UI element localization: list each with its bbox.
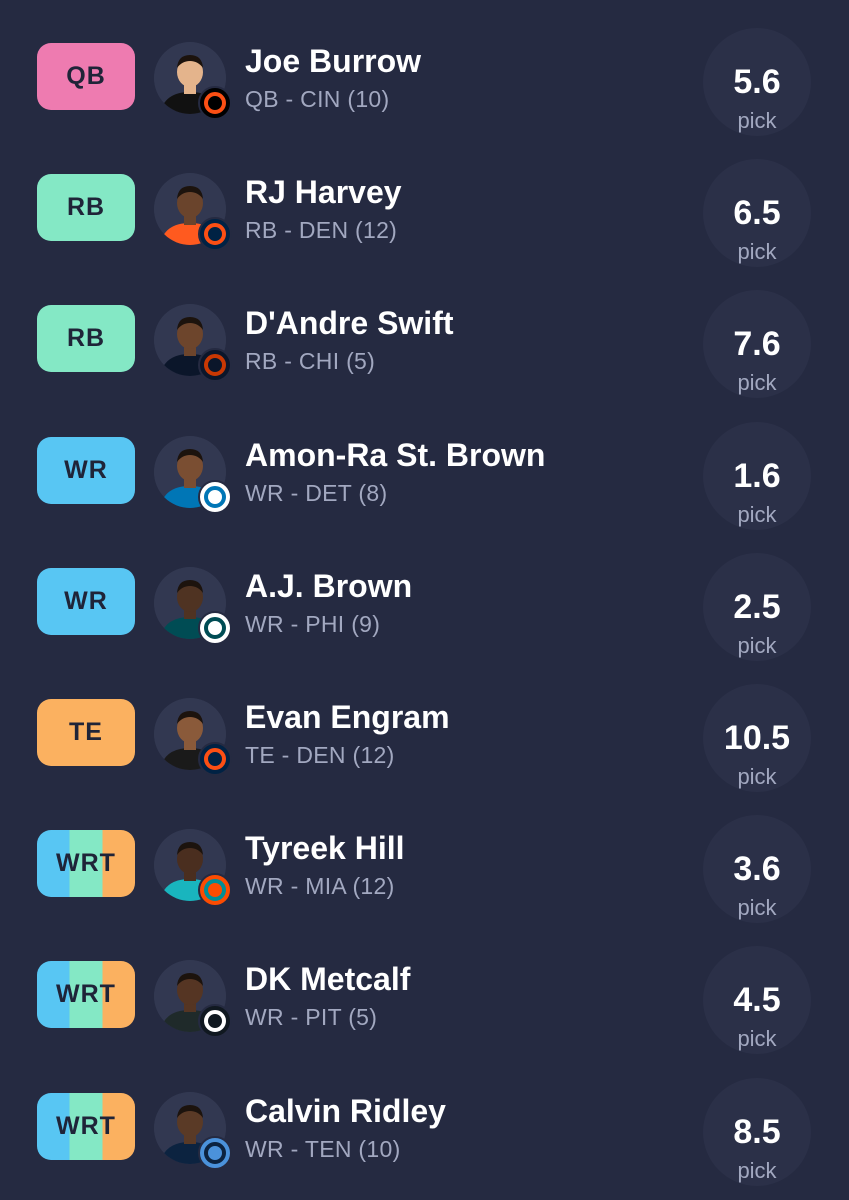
player-position-team: WR - PHI (9) [245, 611, 381, 637]
player-position-team: WR - DET (8) [245, 480, 388, 506]
position-badge: WR [37, 568, 135, 635]
position-badge: RB [37, 305, 135, 372]
position-badge: QB [37, 43, 135, 110]
pick-value: 8.5 [733, 1113, 781, 1151]
pick-value: 4.5 [733, 981, 781, 1019]
broncos-logo-icon [198, 742, 232, 776]
player-position-team: RB - DEN (12) [245, 217, 398, 243]
player-name: Amon-Ra St. Brown [245, 437, 546, 473]
bengals-logo-icon [198, 86, 232, 120]
steelers-logo-icon [198, 1004, 232, 1038]
player-row[interactable]: WRT Calvin Ridley WR - TEN (10) 8.5 pick [0, 1050, 849, 1186]
pick-label: pick [737, 1158, 777, 1183]
pick-value: 1.6 [733, 457, 781, 495]
titans-logo-icon [198, 1136, 232, 1170]
pick-label: pick [737, 633, 777, 658]
position-badge: WRT [37, 830, 135, 897]
position-badge: WRT [37, 961, 135, 1028]
position-badge: WR [37, 437, 135, 504]
player-row[interactable]: WRT Tyreek Hill WR - MIA (12) 3.6 pick [0, 787, 849, 923]
player-position-team: RB - CHI (5) [245, 348, 376, 374]
player-name: Calvin Ridley [245, 1093, 446, 1129]
pick-label: pick [737, 502, 777, 527]
player-row[interactable]: TE Evan Engram TE - DEN (12) 10.5 pick [0, 656, 849, 792]
eagles-logo-icon [198, 611, 232, 645]
player-row[interactable]: QB Joe Burrow QB - CIN (10) 5.6 pick [0, 0, 849, 136]
pick-label: pick [737, 895, 777, 920]
player-name: DK Metcalf [245, 961, 411, 997]
pick-value: 3.6 [733, 850, 781, 888]
pick-label: pick [737, 108, 777, 133]
pick-value: 7.6 [733, 325, 781, 363]
bears-logo-icon [198, 348, 232, 382]
player-name: Tyreek Hill [245, 830, 405, 866]
position-badge-label: RB [66, 193, 106, 221]
player-row[interactable]: WR Amon-Ra St. Brown WR - DET (8) 1.6 pi… [0, 394, 849, 530]
player-position-team: WR - PIT (5) [245, 1004, 378, 1030]
pick-value-badge: 6.5 pick [703, 159, 811, 267]
player-name: RJ Harvey [245, 174, 402, 210]
player-name: Evan Engram [245, 699, 450, 735]
pick-label: pick [737, 370, 777, 395]
lions-logo-icon [198, 480, 232, 514]
position-badge-label: WRT [56, 1112, 116, 1140]
player-name: A.J. Brown [245, 568, 413, 604]
position-badge-label: RB [66, 324, 106, 352]
position-badge-label: WR [64, 587, 108, 615]
pick-value-badge: 3.6 pick [703, 815, 811, 923]
position-badge: WRT [37, 1093, 135, 1160]
player-position-team: WR - TEN (10) [245, 1136, 401, 1162]
player-row[interactable]: WRT DK Metcalf WR - PIT (5) 4.5 pick [0, 918, 849, 1054]
position-badge-label: TE [69, 718, 103, 746]
pick-value-badge: 5.6 pick [703, 28, 811, 136]
pick-value: 5.6 [733, 63, 781, 101]
position-badge-label: QB [66, 62, 106, 90]
pick-value-badge: 4.5 pick [703, 946, 811, 1054]
pick-value-badge: 7.6 pick [703, 290, 811, 398]
broncos-logo-icon [198, 217, 232, 251]
player-position-team: WR - MIA (12) [245, 873, 395, 899]
player-row[interactable]: RB D'Andre Swift RB - CHI (5) 7.6 pick [0, 262, 849, 398]
player-name: D'Andre Swift [245, 305, 454, 341]
position-badge-label: WR [64, 456, 108, 484]
pick-label: pick [737, 764, 777, 789]
player-name: Joe Burrow [245, 43, 422, 79]
player-row[interactable]: RB RJ Harvey RB - DEN (12) 6.5 pick [0, 131, 849, 267]
pick-value-badge: 1.6 pick [703, 422, 811, 530]
player-row[interactable]: WR A.J. Brown WR - PHI (9) 2.5 pick [0, 525, 849, 661]
dolphins-logo-icon [198, 873, 232, 907]
position-badge-label: WRT [56, 980, 116, 1008]
pick-value: 6.5 [733, 194, 781, 232]
pick-label: pick [737, 1026, 777, 1051]
pick-value-badge: 8.5 pick [703, 1078, 811, 1186]
player-position-team: TE - DEN (12) [245, 742, 395, 768]
position-badge-label: WRT [56, 849, 116, 877]
pick-value-badge: 10.5 pick [703, 684, 811, 792]
pick-value: 10.5 [723, 719, 791, 757]
position-badge: TE [37, 699, 135, 766]
position-badge: RB [37, 174, 135, 241]
pick-value-badge: 2.5 pick [703, 553, 811, 661]
pick-value: 2.5 [733, 588, 781, 626]
player-position-team: QB - CIN (10) [245, 86, 390, 112]
pick-label: pick [737, 239, 777, 264]
